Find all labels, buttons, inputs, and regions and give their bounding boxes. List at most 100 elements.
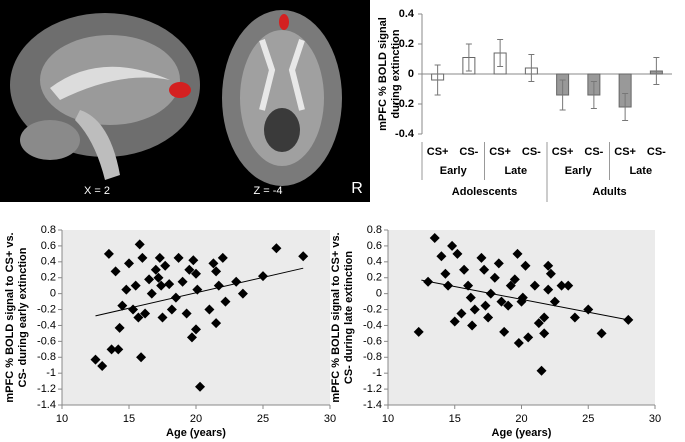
data-point	[469, 304, 480, 315]
y-tick-label: 0	[376, 288, 382, 300]
x-tick-label: 30	[649, 413, 661, 425]
data-point	[503, 300, 514, 311]
data-point	[208, 258, 219, 269]
x-tick-label: 20	[515, 413, 527, 425]
plot-area	[388, 230, 655, 405]
y-tick-label: -0.2	[363, 303, 382, 315]
data-point	[106, 344, 117, 355]
y-tick-label: -0.2	[395, 98, 414, 110]
x-tick-label: CS-	[522, 146, 541, 158]
y-tick-label: 0	[408, 68, 414, 80]
data-point	[137, 252, 148, 263]
data-point	[177, 276, 188, 287]
data-point	[157, 312, 168, 323]
data-point	[191, 268, 201, 279]
data-point	[298, 251, 309, 262]
data-point	[569, 312, 580, 323]
subgroup-label: Late	[504, 165, 527, 177]
data-point	[543, 260, 554, 271]
x-axis-label: Age (years)	[166, 427, 226, 439]
data-point	[467, 320, 478, 331]
x-tick-label: 25	[582, 413, 594, 425]
data-point	[449, 316, 460, 327]
y-tick-label: 0.6	[41, 240, 56, 252]
data-point	[545, 268, 556, 279]
data-point	[499, 326, 510, 337]
data-point	[130, 280, 141, 291]
brain-panel: X = 2 Z = -4 R	[0, 0, 370, 202]
data-point	[465, 292, 476, 303]
data-point	[164, 279, 175, 290]
y-tick-label: -1.4	[37, 399, 56, 411]
y-tick-label: -1	[372, 367, 382, 379]
y-tick-label: 0.4	[399, 8, 415, 20]
y-tick-label: 0.4	[367, 256, 382, 268]
data-point	[204, 304, 215, 315]
x-tick-label: CS+	[552, 146, 574, 158]
y-tick-label: -0.4	[37, 319, 56, 331]
y-tick-label: 0.2	[41, 272, 56, 284]
error-bar	[653, 57, 660, 85]
midbrain	[264, 108, 300, 152]
data-point	[452, 248, 463, 259]
activation	[169, 82, 191, 98]
x-tick-label: CS+	[614, 146, 636, 158]
trend-line	[95, 267, 304, 317]
slice-label: Z = -4	[253, 185, 282, 197]
data-point	[496, 296, 507, 307]
y-tick-label: -0.8	[37, 351, 56, 363]
data-point	[556, 280, 567, 291]
data-point	[483, 312, 494, 323]
data-point	[144, 274, 155, 285]
data-point	[114, 322, 125, 333]
data-point	[493, 258, 504, 269]
data-point	[186, 332, 197, 343]
data-point	[520, 260, 531, 271]
data-point	[124, 258, 134, 269]
data-point	[117, 300, 128, 311]
y-tick-label: 0.6	[367, 240, 382, 252]
data-point	[181, 308, 192, 319]
y-axis-label: mPFC % BOLD signal	[377, 17, 389, 131]
y-tick-label: -1.2	[37, 383, 56, 395]
x-tick-label: 15	[123, 413, 135, 425]
x-tick-label: CS-	[584, 146, 603, 158]
x-tick-label: 10	[382, 413, 394, 425]
group-label: Adults	[592, 186, 626, 198]
data-point	[134, 239, 145, 250]
data-point	[113, 344, 124, 355]
data-point	[237, 288, 248, 299]
y-tick-label: -0.6	[37, 335, 56, 347]
data-point	[156, 280, 167, 291]
corpus-callosum	[50, 66, 170, 100]
data-point	[220, 296, 231, 307]
data-point	[539, 312, 550, 323]
data-point	[440, 268, 451, 279]
y-tick-label: -0.4	[363, 319, 382, 331]
data-point	[543, 284, 554, 295]
y-axis-label: mPFC % BOLD signal to CS+ vs.	[330, 232, 342, 402]
data-point	[523, 332, 534, 343]
x-tick-label: CS+	[489, 146, 511, 158]
subgroup-label: Early	[440, 165, 468, 177]
data-point	[258, 271, 268, 282]
trend-line	[421, 279, 629, 321]
data-point	[456, 308, 467, 319]
error-bar	[590, 81, 597, 109]
data-point	[188, 255, 199, 266]
data-point	[513, 337, 524, 348]
y-tick-label: -0.6	[363, 335, 382, 347]
x-tick-label: CS-	[459, 146, 478, 158]
error-bar	[559, 79, 566, 111]
data-point	[489, 272, 500, 283]
x-tick-label: CS+	[427, 146, 449, 158]
x-tick-label: 30	[324, 413, 336, 425]
subgroup-label: Late	[629, 165, 652, 177]
data-point	[447, 240, 458, 251]
data-point	[150, 264, 161, 275]
data-point	[563, 280, 574, 291]
data-point	[529, 280, 540, 291]
data-point	[536, 365, 547, 376]
data-point	[173, 252, 184, 263]
